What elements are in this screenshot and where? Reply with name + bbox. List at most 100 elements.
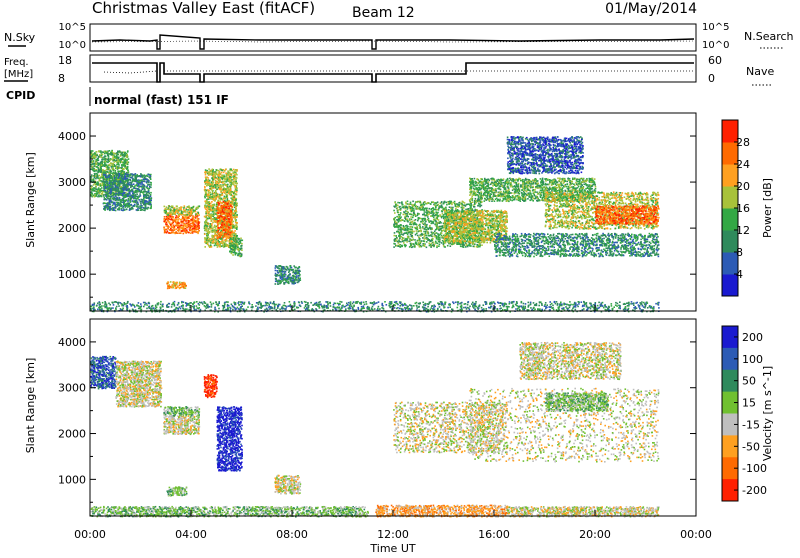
power-cell xyxy=(91,174,93,176)
power-cell xyxy=(106,171,108,173)
power-cell xyxy=(107,159,109,161)
power-cell xyxy=(105,170,107,172)
power-cell xyxy=(176,210,178,212)
power-cell xyxy=(172,220,174,222)
power-cell xyxy=(99,180,101,182)
power-cell xyxy=(136,200,138,202)
power-cell xyxy=(118,154,120,156)
power-cell xyxy=(93,155,95,157)
power-cell xyxy=(128,199,130,201)
power-cell xyxy=(108,175,110,177)
power-cell xyxy=(223,176,225,178)
power-cell xyxy=(163,219,165,221)
power-cell xyxy=(227,216,229,218)
power-cell xyxy=(223,212,225,214)
power-cell xyxy=(211,177,213,179)
power-cell xyxy=(142,183,144,185)
power-cell xyxy=(208,191,210,193)
power-cell xyxy=(210,173,212,175)
power-cell xyxy=(236,244,238,246)
power-cell xyxy=(138,179,140,181)
power-cell xyxy=(235,238,237,240)
power-cell xyxy=(114,175,116,177)
power-cell xyxy=(232,244,234,246)
power-cell xyxy=(176,215,178,217)
power-cell xyxy=(94,173,96,175)
power-cell xyxy=(233,175,235,177)
power-cell xyxy=(225,203,227,205)
power-cell xyxy=(220,199,222,201)
freq-label-1: Freq. xyxy=(4,57,29,68)
power-cell xyxy=(179,288,181,290)
power-cell xyxy=(105,180,107,182)
power-cell xyxy=(136,190,138,192)
power-cell xyxy=(116,152,118,154)
power-cell xyxy=(433,217,435,219)
power-cell xyxy=(196,228,198,230)
power-cell xyxy=(172,227,174,229)
power-cell xyxy=(130,198,132,200)
power-cell xyxy=(288,281,290,283)
power-cell xyxy=(126,209,128,211)
power-cell xyxy=(143,207,145,209)
power-cell xyxy=(192,228,194,230)
power-cell xyxy=(228,190,230,192)
power-cell xyxy=(125,158,127,160)
power-cell xyxy=(297,281,299,283)
power-cell xyxy=(136,182,138,184)
power-cell xyxy=(189,227,191,229)
power-cell xyxy=(147,175,149,177)
power-cell xyxy=(110,192,112,194)
power-cell xyxy=(222,226,224,228)
power-cell xyxy=(125,156,127,158)
power-cell xyxy=(204,196,206,198)
power-cell xyxy=(222,194,224,196)
power-cell xyxy=(109,206,111,208)
power-cell xyxy=(235,252,237,254)
power-cell xyxy=(104,165,106,167)
power-cell xyxy=(217,237,219,239)
power-cell xyxy=(104,198,106,200)
power-cell xyxy=(282,278,284,280)
power-cell xyxy=(223,201,225,203)
power-cell xyxy=(149,184,151,186)
power-cell xyxy=(121,159,123,161)
power-cell xyxy=(166,206,168,208)
power-cell xyxy=(124,176,126,178)
power-cell xyxy=(129,205,131,207)
power-cell xyxy=(175,231,177,233)
power-cell xyxy=(92,150,94,152)
power-cell xyxy=(130,201,132,203)
power-cell xyxy=(150,208,152,210)
power-cell xyxy=(241,247,243,249)
power-cell xyxy=(398,214,400,216)
power-cell xyxy=(104,151,106,153)
power-cell xyxy=(150,178,152,180)
power-cell xyxy=(238,243,240,245)
power-cell xyxy=(147,174,149,176)
power-cell xyxy=(122,194,124,196)
power-cell xyxy=(117,181,119,183)
power-cell xyxy=(175,229,177,231)
power-cell xyxy=(128,171,130,173)
power-cell xyxy=(98,189,100,191)
power-cell xyxy=(147,201,149,203)
power-cell xyxy=(121,209,123,211)
power-cell xyxy=(169,286,171,288)
power-cell xyxy=(130,187,132,189)
power-cell xyxy=(128,158,130,160)
power-cell xyxy=(233,247,235,249)
power-cell xyxy=(239,255,241,257)
power-cell xyxy=(214,184,216,186)
power-cell xyxy=(216,173,218,175)
power-cell xyxy=(205,178,207,180)
power-cell xyxy=(136,175,138,177)
power-cell xyxy=(116,178,118,180)
power-cell xyxy=(229,234,231,236)
power-cell xyxy=(236,236,238,238)
power-cell xyxy=(217,202,219,204)
power-cell xyxy=(218,215,220,217)
power-cell xyxy=(166,224,168,226)
power-cell xyxy=(215,208,217,210)
power-cell xyxy=(236,227,238,229)
